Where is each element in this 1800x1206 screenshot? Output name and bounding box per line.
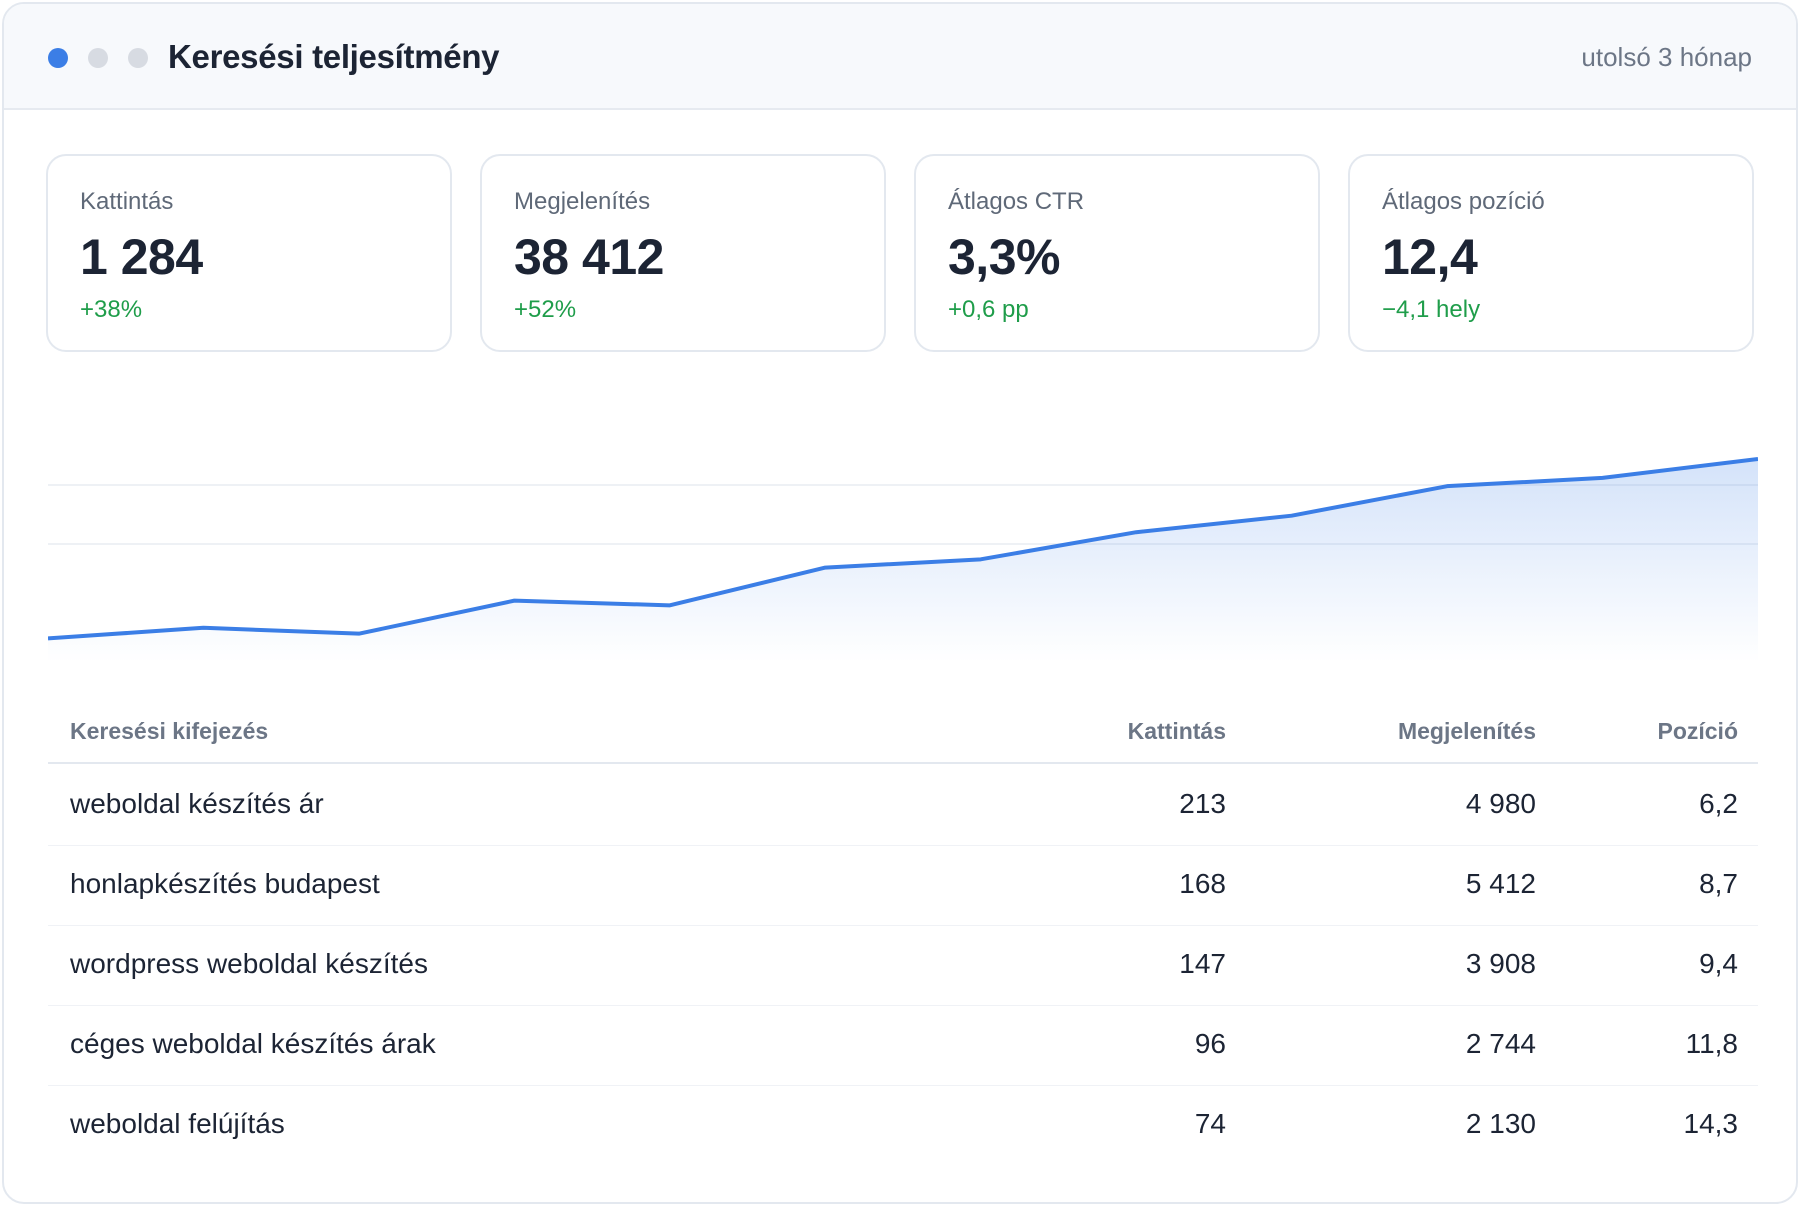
position-cell: 14,3: [1683, 1108, 1739, 1139]
query-cell: wordpress weboldal készítés: [70, 948, 428, 979]
kpi-card-ctr: Átlagos CTR 3,3% +0,6 pp: [914, 154, 1320, 352]
position-cell: 6,2: [1699, 788, 1738, 819]
kpi-card-clicks: Kattintás 1 284 +38%: [46, 154, 452, 352]
kpi-value: 3,3%: [948, 229, 1060, 285]
impressions-cell: 2 130: [1465, 1108, 1536, 1139]
page-title: Keresési teljesítmény: [168, 38, 500, 75]
query-cell: weboldal készítés ár: [70, 788, 324, 819]
kpi-label: Átlagos CTR: [948, 188, 1085, 215]
kpi-card-position: Átlagos pozíció 12,4 −4,1 hely: [1348, 154, 1754, 352]
kpi-change: +38%: [80, 296, 143, 323]
kpi-label: Kattintás: [80, 188, 174, 215]
kpi-label: Átlagos pozíció: [1382, 188, 1545, 215]
clicks-cell: 168: [1179, 868, 1226, 899]
trend-chart: [48, 457, 1758, 662]
kpi-change: +0,6 pp: [948, 296, 1029, 323]
impressions-cell: 5 412: [1465, 868, 1536, 899]
period-label: utolsó 3 hónap: [1581, 42, 1752, 72]
clicks-cell: 96: [1194, 1028, 1226, 1059]
column-header-impressions[interactable]: Megjelenítés: [1397, 718, 1536, 744]
kpi-value: 38 412: [514, 229, 664, 285]
window-dot-gray-icon: [88, 48, 108, 68]
query-cell: honlapkészítés budapest: [70, 868, 380, 899]
window-dot-gray-icon: [128, 48, 148, 68]
query-cell: weboldal felújítás: [70, 1108, 285, 1139]
kpi-change: +52%: [514, 296, 577, 323]
kpi-change: −4,1 hely: [1382, 296, 1481, 323]
position-cell: 11,8: [1685, 1028, 1738, 1059]
table-row[interactable]: weboldal felújítás 74 2 130 14,3: [48, 1086, 1758, 1166]
chart-series-line: [48, 457, 1758, 641]
clicks-cell: 213: [1179, 788, 1226, 819]
title-bar: Keresési teljesítmény utolsó 3 hónap: [4, 4, 1796, 110]
position-cell: 8,7: [1699, 868, 1738, 899]
impressions-cell: 3 908: [1465, 948, 1536, 979]
position-cell: 9,4: [1699, 948, 1738, 979]
table-header: Keresési kifejezés Kattintás Megjeleníté…: [48, 704, 1758, 764]
clicks-cell: 147: [1179, 948, 1226, 979]
clicks-cell: 74: [1194, 1108, 1226, 1139]
query-cell: céges weboldal készítés árak: [70, 1028, 436, 1059]
column-header-clicks[interactable]: Kattintás: [1127, 718, 1226, 744]
impressions-cell: 2 744: [1465, 1028, 1536, 1059]
table-row[interactable]: honlapkészítés budapest 168 5 412 8,7: [48, 846, 1758, 926]
column-header-position[interactable]: Pozíció: [1657, 718, 1738, 744]
table-row[interactable]: céges weboldal készítés árak 96 2 744 11…: [48, 1006, 1758, 1086]
window-dot-blue-icon: [48, 48, 68, 68]
column-header-query[interactable]: Keresési kifejezés: [70, 718, 269, 744]
kpi-value: 1 284: [80, 229, 203, 285]
kpi-card-impressions: Megjelenítés 38 412 +52%: [480, 154, 886, 352]
table-row[interactable]: wordpress weboldal készítés 147 3 908 9,…: [48, 926, 1758, 1006]
table-row[interactable]: weboldal készítés ár 213 4 980 6,2: [48, 766, 1758, 846]
impressions-cell: 4 980: [1465, 788, 1536, 819]
kpi-label: Megjelenítés: [514, 188, 651, 215]
kpi-value: 12,4: [1382, 229, 1478, 285]
